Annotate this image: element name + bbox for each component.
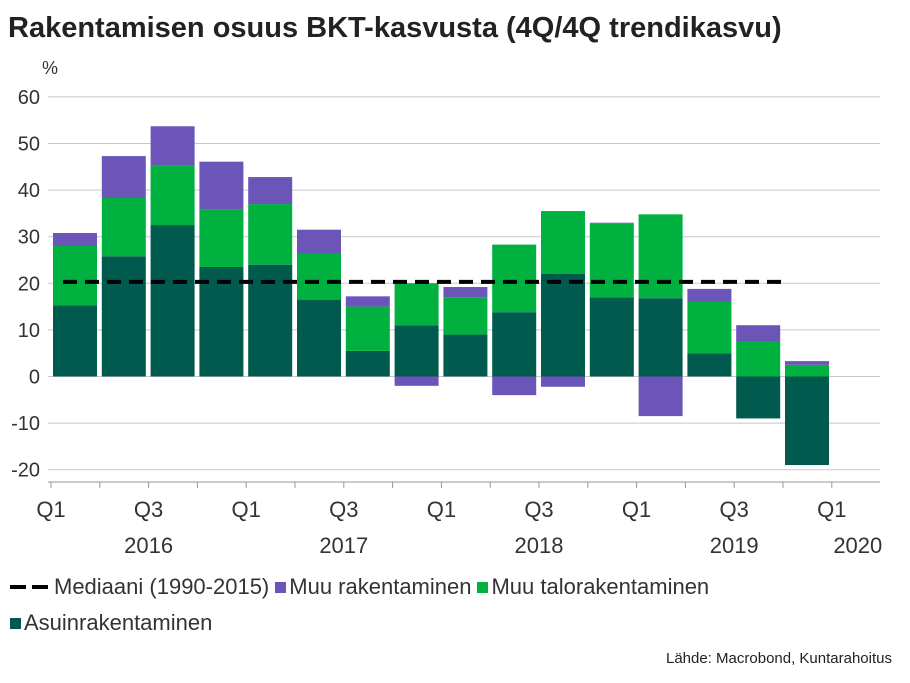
bar-asuinrakentaminen xyxy=(736,376,781,419)
x-year-label: 2020 xyxy=(833,533,882,558)
y-tick-label: 60 xyxy=(18,87,40,109)
bar-muu-rakentaminen xyxy=(687,288,732,302)
bar-muu-rakentaminen xyxy=(589,222,634,224)
bar-asuinrakentaminen xyxy=(492,312,537,377)
x-tick-label: Q1 xyxy=(232,497,261,522)
legend-median-swatch xyxy=(10,585,50,589)
bar-muu-talorakentaminen xyxy=(199,209,244,267)
bar-asuinrakentaminen xyxy=(150,225,195,377)
bar-muu-talorakentaminen xyxy=(541,211,585,274)
bar-muu-talorakentaminen xyxy=(394,283,439,326)
bar-muu-talorakentaminen xyxy=(589,223,634,298)
y-tick-label: 30 xyxy=(18,227,40,249)
legend-item-median: Mediaani (1990-2015) xyxy=(10,574,269,600)
bar-muu-rakentaminen xyxy=(248,177,293,205)
legend-muu-talorakentaminen-swatch xyxy=(477,581,489,593)
x-year-label: 2017 xyxy=(319,533,368,558)
bar-muu-rakentaminen xyxy=(297,229,341,254)
bar-muu-rakentaminen xyxy=(638,376,683,417)
y-tick-label: -10 xyxy=(11,413,40,435)
x-tick-label: Q3 xyxy=(720,497,749,522)
x-year-label: 2018 xyxy=(515,533,564,558)
bar-asuinrakentaminen xyxy=(638,298,683,377)
chart-title: Rakentamisen osuus BKT-kasvusta (4Q/4Q t… xyxy=(8,12,782,44)
bar-asuinrakentaminen xyxy=(541,273,585,377)
bar-asuinrakentaminen xyxy=(53,305,97,377)
bar-muu-talorakentaminen xyxy=(297,253,341,300)
bar-muu-rakentaminen xyxy=(541,376,585,387)
bar-muu-talorakentaminen xyxy=(101,198,146,257)
bar-asuinrakentaminen xyxy=(785,376,829,466)
y-tick-label: 10 xyxy=(18,320,40,342)
bar-muu-rakentaminen xyxy=(736,325,781,342)
bar-asuinrakentaminen xyxy=(199,266,244,377)
legend-muu-talorakentaminen-label: Muu talorakentaminen xyxy=(491,574,710,599)
bar-muu-rakentaminen xyxy=(785,361,829,365)
x-tick-label: Q3 xyxy=(134,497,163,522)
bar-muu-talorakentaminen xyxy=(345,306,390,351)
x-tick-label: Q1 xyxy=(427,497,456,522)
legend-item-muu-talorakentaminen: Muu talorakentaminen xyxy=(477,574,709,600)
y-tick-label: -20 xyxy=(11,460,40,482)
bar-muu-talorakentaminen xyxy=(53,246,97,306)
x-tick-label: Q1 xyxy=(36,497,65,522)
bar-muu-rakentaminen xyxy=(492,376,537,396)
legend-median-label: Mediaani (1990-2015) xyxy=(54,574,270,599)
legend-item-muu-rakentaminen: Muu rakentaminen xyxy=(275,574,471,600)
legend-asuinrakentaminen-swatch xyxy=(10,617,21,629)
x-year-label: 2016 xyxy=(124,533,173,558)
bar-asuinrakentaminen xyxy=(394,325,439,377)
bar-muu-talorakentaminen xyxy=(443,297,488,335)
bar-muu-talorakentaminen xyxy=(736,341,781,377)
y-tick-label: 50 xyxy=(18,134,40,156)
legend-muu-rakentaminen-swatch xyxy=(275,581,287,593)
x-tick-label: Q3 xyxy=(524,497,553,522)
x-tick-label: Q1 xyxy=(622,497,651,522)
y-tick-label: 0 xyxy=(29,367,40,389)
bar-asuinrakentaminen xyxy=(687,353,732,377)
bar-muu-talorakentaminen xyxy=(687,301,732,354)
bar-muu-rakentaminen xyxy=(150,126,195,166)
bar-muu-talorakentaminen xyxy=(492,244,537,313)
bar-asuinrakentaminen xyxy=(297,299,341,377)
y-tick-label: 40 xyxy=(18,180,40,202)
bar-asuinrakentaminen xyxy=(443,334,488,377)
x-year-label: 2019 xyxy=(710,533,759,558)
bar-asuinrakentaminen xyxy=(345,350,390,377)
y-tick-label: 20 xyxy=(18,273,40,295)
source-note: Lähde: Macrobond, Kuntarahoitus xyxy=(666,650,892,667)
legend-row-1: Mediaani (1990-2015) Muu rakentaminen Mu… xyxy=(10,574,715,600)
bar-muu-talorakentaminen xyxy=(785,364,829,377)
legend-row-2: Asuinrakentaminen xyxy=(10,610,218,636)
bar-muu-talorakentaminen xyxy=(150,165,195,226)
y-axis-label: % xyxy=(42,58,58,78)
x-tick-label: Q3 xyxy=(329,497,358,522)
bar-muu-rakentaminen xyxy=(53,232,97,247)
x-tick-label: Q1 xyxy=(817,497,846,522)
bar-muu-rakentaminen xyxy=(199,161,244,210)
bar-asuinrakentaminen xyxy=(101,256,146,377)
legend-muu-rakentaminen-label: Muu rakentaminen xyxy=(289,574,472,599)
bar-muu-talorakentaminen xyxy=(638,214,683,299)
bar-muu-rakentaminen xyxy=(101,156,146,199)
bar-muu-rakentaminen xyxy=(443,287,488,298)
bar-asuinrakentaminen xyxy=(589,297,634,377)
bar-muu-talorakentaminen xyxy=(248,204,293,265)
legend-item-asuinrakentaminen: Asuinrakentaminen xyxy=(10,610,212,636)
bar-muu-rakentaminen xyxy=(345,296,390,307)
legend-asuinrakentaminen-label: Asuinrakentaminen xyxy=(24,610,213,635)
bar-muu-rakentaminen xyxy=(394,376,439,386)
